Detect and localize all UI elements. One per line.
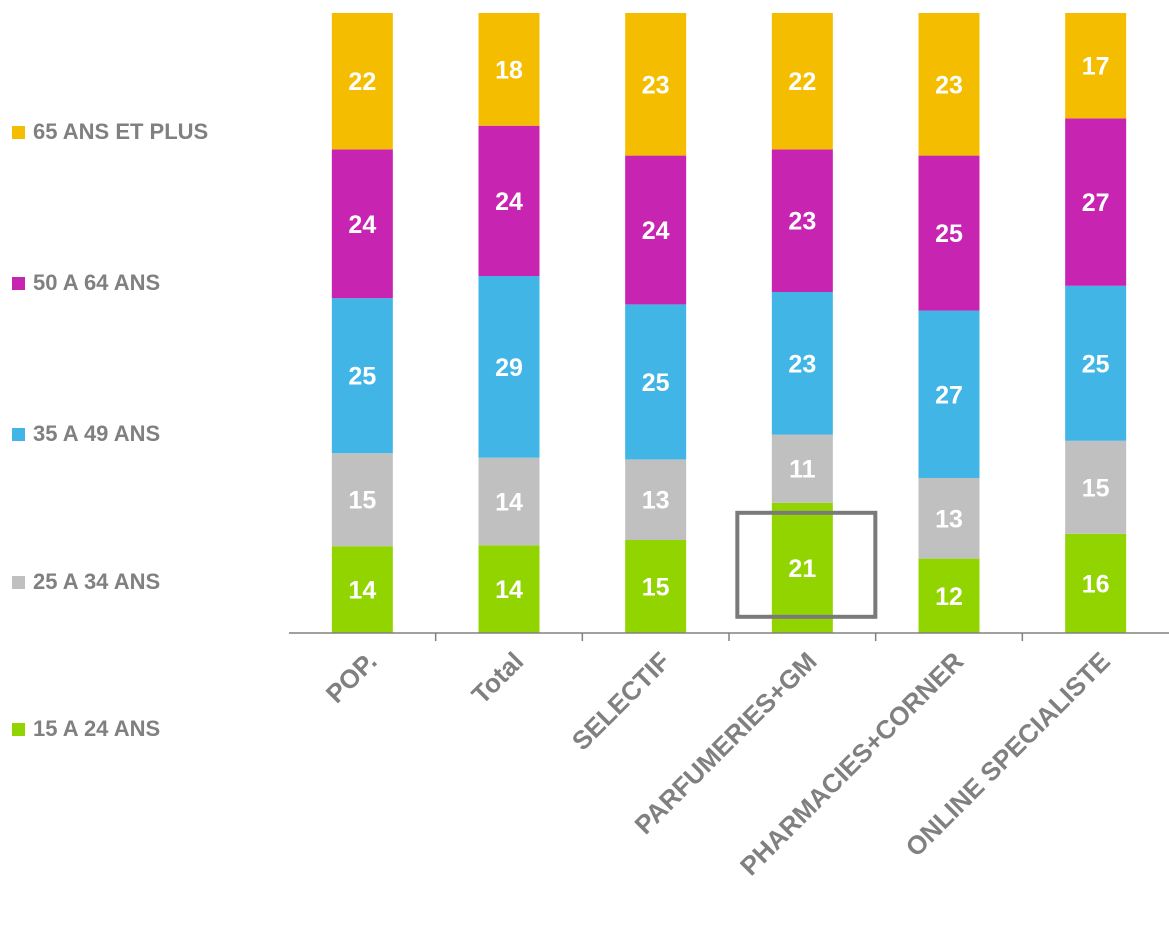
data-label: 15 — [348, 487, 376, 515]
data-label: 25 — [1082, 350, 1110, 378]
bar-segment — [1065, 533, 1127, 633]
data-label: 22 — [788, 68, 816, 96]
bar-segment — [918, 558, 980, 633]
data-label: 15 — [1082, 474, 1110, 502]
data-label: 23 — [788, 350, 816, 378]
data-label: 27 — [935, 381, 963, 409]
bar-segment — [771, 502, 833, 633]
bar-segment — [1065, 285, 1127, 441]
data-label: 16 — [1082, 570, 1110, 598]
data-label: 17 — [1082, 53, 1110, 81]
data-label: 29 — [495, 354, 523, 382]
legend-label: 25 A 34 ANS — [33, 569, 161, 594]
data-label: 23 — [935, 71, 963, 99]
bar-segment — [331, 13, 393, 150]
data-label: 21 — [788, 555, 816, 583]
bar-segment — [478, 457, 540, 546]
legend-item-15-24: 15 A 24 ANS — [12, 716, 160, 742]
bar-segment — [918, 155, 980, 311]
data-label: 14 — [495, 488, 523, 516]
bar-segment — [1065, 13, 1127, 119]
bar-segment — [625, 13, 687, 156]
x-tick-label: SELECTIF — [566, 646, 676, 756]
x-tick-label: POP. — [320, 646, 383, 709]
data-label: 23 — [642, 71, 670, 99]
x-tick-label: Total — [465, 646, 529, 710]
data-label: 14 — [495, 576, 523, 604]
data-label: 25 — [642, 369, 670, 397]
bar-segment — [1065, 118, 1127, 286]
legend-label: 35 A 49 ANS — [33, 421, 161, 446]
legend-swatch — [12, 276, 25, 290]
data-label: 25 — [935, 220, 963, 248]
legend-label: 50 A 64 ANS — [33, 270, 161, 295]
bar-segment — [625, 540, 687, 633]
data-label: 25 — [348, 363, 376, 391]
data-label: 24 — [495, 188, 523, 216]
bar-segment — [1065, 440, 1127, 534]
bar-segment — [918, 478, 980, 559]
bar-segment — [331, 453, 393, 547]
bar-segment — [918, 310, 980, 478]
legend-item-25-34: 25 A 34 ANS — [12, 569, 160, 595]
bar-segment — [478, 545, 540, 633]
bar-segment — [478, 125, 540, 277]
legend-swatch — [12, 722, 25, 736]
bar-segment — [625, 304, 687, 460]
bar-segment — [331, 298, 393, 454]
data-label: 23 — [788, 208, 816, 236]
data-label: 22 — [348, 68, 376, 96]
legend-item-50-64: 50 A 64 ANS — [12, 270, 160, 296]
data-label: 11 — [789, 456, 816, 484]
bar-segment — [331, 546, 393, 633]
bar-segment — [771, 434, 833, 503]
legend-label: 15 A 24 ANS — [33, 716, 161, 741]
data-label: 13 — [642, 487, 670, 515]
data-label: 15 — [642, 574, 670, 602]
bar-segment — [771, 149, 833, 292]
bar-segment — [478, 13, 540, 126]
bar-segment — [918, 13, 980, 156]
data-label: 27 — [1082, 189, 1110, 217]
bar-segment — [771, 13, 833, 150]
bar-segment — [331, 149, 393, 299]
data-label: 24 — [642, 217, 670, 245]
data-label: 18 — [495, 56, 523, 84]
bar-segment — [625, 155, 687, 305]
highlight-box — [735, 510, 878, 619]
legend-swatch — [12, 125, 25, 139]
legend-swatch — [12, 427, 25, 441]
bar-segment — [478, 276, 540, 458]
data-label: 13 — [935, 505, 963, 533]
data-label: 14 — [348, 577, 376, 605]
legend-swatch — [12, 575, 25, 589]
bar-segment — [625, 459, 687, 540]
bar-segment — [771, 292, 833, 435]
legend-item-65-plus: 65 ANS ET PLUS — [12, 119, 208, 145]
data-label: 12 — [935, 583, 963, 611]
data-label: 24 — [348, 211, 376, 239]
legend-label: 65 ANS ET PLUS — [33, 119, 209, 144]
legend-item-35-49: 35 A 49 ANS — [12, 421, 160, 447]
